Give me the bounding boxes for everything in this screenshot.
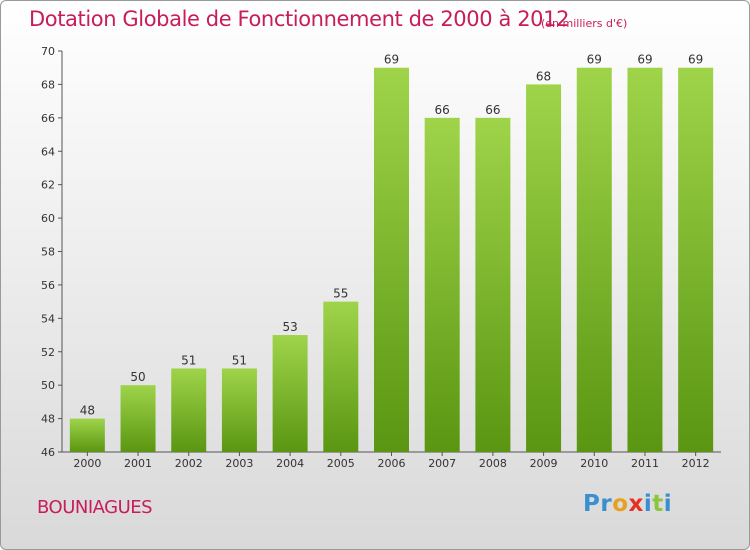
x-tick-label: 2012	[682, 457, 710, 470]
logo-letter: i	[643, 491, 653, 517]
logo-letter: i	[663, 491, 673, 517]
y-tick-label: 46	[41, 446, 55, 459]
labels: 2000 48 2001 50 2002 51 2003 51 2004 53 2005 55 2006…	[73, 53, 709, 470]
bars	[69, 67, 714, 453]
y-tick-label: 56	[41, 279, 55, 292]
bar	[576, 67, 612, 452]
bar	[171, 368, 207, 452]
y-tick-label: 60	[41, 212, 55, 225]
y-tick-label: 66	[41, 112, 55, 125]
bar-value-label: 69	[637, 53, 652, 67]
bar	[69, 418, 105, 452]
bar-value-label: 48	[80, 404, 95, 418]
chart-title: Dotation Globale de Fonctionnement de 20…	[29, 7, 570, 31]
proxiti-logo: Proxiti	[583, 491, 672, 517]
bar-value-label: 66	[435, 103, 450, 117]
bar-value-label: 50	[130, 370, 145, 384]
place-name: BOUNIAGUES	[37, 497, 153, 518]
x-tick-label: 2003	[225, 457, 253, 470]
bar-value-label: 69	[688, 53, 703, 67]
bar-value-label: 69	[384, 53, 399, 67]
logo-letter: o	[612, 491, 629, 517]
x-tick-label: 2007	[428, 457, 456, 470]
y-tick-label: 64	[41, 145, 55, 158]
bar	[221, 368, 257, 452]
bar	[678, 67, 714, 452]
y-tick-label: 54	[41, 312, 55, 325]
bar-value-label: 53	[282, 320, 297, 334]
x-tick-label: 2009	[530, 457, 558, 470]
x-tick-label: 2010	[580, 457, 608, 470]
bar	[323, 301, 359, 452]
bar-value-label: 51	[181, 353, 196, 367]
bar	[120, 385, 156, 452]
bar	[526, 84, 562, 453]
bar	[627, 67, 663, 452]
bar-value-label: 66	[485, 103, 500, 117]
bar-value-label: 51	[232, 353, 247, 367]
bar	[475, 117, 511, 452]
y-tick-label: 50	[41, 379, 55, 392]
axes: 46 48 50 52 54 56 58 60 62 64 66 68 70	[41, 45, 721, 459]
bar-value-label: 68	[536, 69, 551, 83]
bar-value-label: 55	[333, 287, 348, 301]
x-tick-label: 2001	[124, 457, 152, 470]
bar	[272, 335, 308, 452]
y-tick-label: 58	[41, 246, 55, 259]
unit-label: (en milliers d'€)	[541, 17, 628, 30]
x-tick-label: 2008	[479, 457, 507, 470]
logo-letter: t	[652, 491, 664, 517]
bar	[374, 67, 409, 452]
bar	[424, 117, 460, 452]
x-tick-label: 2004	[276, 457, 304, 470]
x-tick-label: 2000	[73, 457, 101, 470]
logo-letter: r	[600, 491, 613, 517]
y-tick-label: 62	[41, 179, 55, 192]
y-tick-label: 52	[41, 346, 55, 359]
x-tick-label: 2011	[631, 457, 659, 470]
y-tick-label: 70	[41, 45, 55, 58]
logo-letter: x	[628, 491, 644, 517]
bar-value-label: 69	[587, 53, 602, 67]
y-tick-label: 48	[41, 413, 55, 426]
x-tick-label: 2002	[175, 457, 203, 470]
x-tick-label: 2005	[327, 457, 355, 470]
x-tick-label: 2006	[378, 457, 406, 470]
logo-letter: P	[583, 491, 601, 517]
y-tick-label: 68	[41, 78, 55, 91]
